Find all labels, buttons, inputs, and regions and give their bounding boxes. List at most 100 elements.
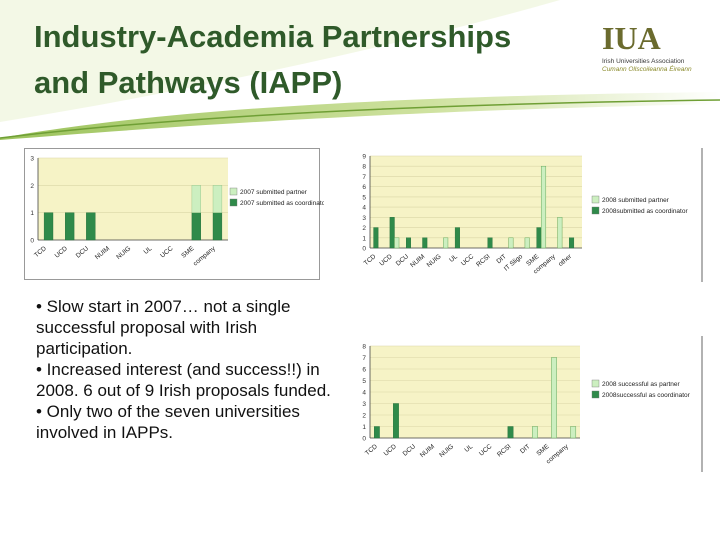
legend-swatch (229, 198, 238, 207)
chart-2007-submitted: 0 1 2 3 TCD UCD DCU NUIM NUIG UL UCC SME company 2007… (24, 148, 328, 280)
bar-partner (570, 426, 577, 439)
legend-swatch (591, 195, 600, 204)
y-tick-label: 1 (30, 210, 34, 217)
x-tick-label: company (545, 443, 570, 466)
y-tick-label: 3 (30, 156, 34, 163)
y-tick-label: 8 (362, 164, 366, 171)
x-tick-label: UL (463, 443, 474, 454)
x-tick-label: UCC (478, 443, 494, 458)
logo-name: Irish Universities Association (602, 58, 685, 65)
logo-mark: IUA (602, 20, 661, 56)
legend-label: 2008submitted as coordinator (602, 208, 688, 215)
bar-coordinator (393, 403, 399, 439)
x-tick-label: UL (448, 253, 459, 264)
y-tick-label: 8 (362, 344, 366, 351)
title-line-1: Industry-Academia Partnerships (34, 19, 512, 54)
legend-swatch (229, 187, 238, 196)
page-title: Industry-Academia Partnerships and Pathw… (34, 14, 511, 106)
y-tick-label: 9 (362, 154, 366, 161)
bar-partner (394, 237, 400, 249)
x-tick-label: NUIM (409, 253, 426, 269)
bar-coordinator (406, 237, 411, 249)
y-tick-label: 2 (362, 225, 366, 232)
x-tick-label: IT Sligo (503, 253, 525, 273)
y-tick-label: 5 (362, 378, 366, 385)
x-tick-label: TCD (363, 253, 378, 267)
bar-partner (557, 217, 563, 249)
legend-label: 2008 successful as partner (602, 381, 681, 388)
y-tick-label: 0 (362, 246, 366, 253)
bar-coordinator (454, 227, 460, 249)
legend-label: 2007 submitted partner (240, 189, 308, 196)
x-tick-label: UL (143, 245, 154, 256)
bar-partner (532, 426, 538, 439)
x-tick-label: DIT (519, 443, 532, 455)
x-tick-label: UCC (460, 253, 476, 268)
x-tick-label: NUIG (438, 443, 455, 459)
y-tick-label: 7 (362, 174, 366, 181)
bullet-item: • Increased interest (and success!!) in … (36, 360, 331, 400)
legend-swatch (591, 379, 600, 388)
y-tick-label: 6 (362, 367, 366, 374)
bar-partner (191, 185, 201, 213)
bar-partner (508, 237, 514, 249)
y-tick-label: 4 (362, 205, 366, 212)
bar-coordinator (569, 237, 575, 249)
bar-coordinator (536, 227, 542, 249)
bullet-item: • Only two of the seven universities inv… (36, 402, 300, 442)
bar-coordinator (374, 426, 380, 439)
bar-partner (551, 357, 557, 439)
bar-coordinator (191, 212, 201, 241)
x-tick-label: NUIG (426, 253, 443, 269)
bar-partner (212, 185, 223, 213)
y-tick-label: 2 (362, 413, 366, 420)
x-tick-label: other (557, 253, 573, 268)
y-tick-label: 0 (362, 436, 366, 443)
y-tick-label: 4 (362, 390, 366, 397)
bar-partner (443, 237, 449, 249)
slide-header: Industry-Academia Partnerships and Pathw… (0, 0, 720, 140)
x-tick-label: TCD (364, 443, 379, 457)
header-swoosh (0, 0, 720, 140)
bar-coordinator (487, 237, 493, 249)
bar-partner (524, 237, 530, 249)
x-tick-label: DCU (402, 443, 418, 458)
x-tick-label: UCD (378, 253, 394, 268)
y-tick-label: 3 (362, 215, 366, 222)
y-tick-label: 1 (362, 424, 366, 431)
x-tick-label: DCU (395, 253, 411, 268)
legend-swatch (591, 206, 600, 215)
y-tick-label: 6 (362, 184, 366, 191)
y-tick-label: 0 (30, 238, 34, 245)
chart-2008-successful: 0 1 2 3 4 5 6 7 8 TCD UCD DCU NUIM NUIG UL UCC RCSI DIT SM… (352, 336, 704, 472)
y-tick-label: 5 (362, 194, 366, 201)
x-tick-label: UCD (383, 443, 399, 458)
bar-coordinator (86, 212, 96, 241)
iua-logo: IUA Irish Universities Association Cuman… (600, 18, 712, 78)
legend-label: 2008 submitted partner (602, 197, 670, 204)
y-tick-label: 7 (362, 355, 366, 362)
bar-coordinator (65, 212, 75, 241)
legend-label: 2008successful as coordinator (602, 392, 691, 399)
bar-coordinator (212, 212, 223, 241)
x-tick-label: SME (535, 443, 551, 458)
title-line-2: and Pathways (IAPP) (34, 65, 343, 100)
bullet-list: • Slow start in 2007… not a single succe… (36, 296, 336, 443)
x-tick-label: RCSI (475, 253, 492, 268)
x-tick-label: RCSI (496, 443, 513, 458)
y-tick-label: 2 (30, 183, 34, 190)
bar-coordinator (507, 426, 514, 439)
chart-2008-submitted: 0 1 2 3 4 5 6 7 8 9 TCD UCD DCU NUIM NUIG UL UCC RCSI DIT I… (352, 148, 704, 282)
plot-area (370, 156, 582, 248)
y-tick-label: 3 (362, 401, 366, 408)
y-tick-label: 1 (362, 235, 366, 242)
bar-coordinator (373, 227, 379, 249)
bar-coordinator (389, 217, 395, 249)
x-tick-label: NUIM (419, 443, 436, 459)
bullet-item: • Slow start in 2007… not a single succe… (36, 297, 291, 358)
legend-label: 2007 submitted as coordinator (240, 200, 324, 207)
logo-name-irish: Cumann Ollscoileanna Éireann (602, 66, 692, 73)
legend-swatch (591, 390, 600, 399)
